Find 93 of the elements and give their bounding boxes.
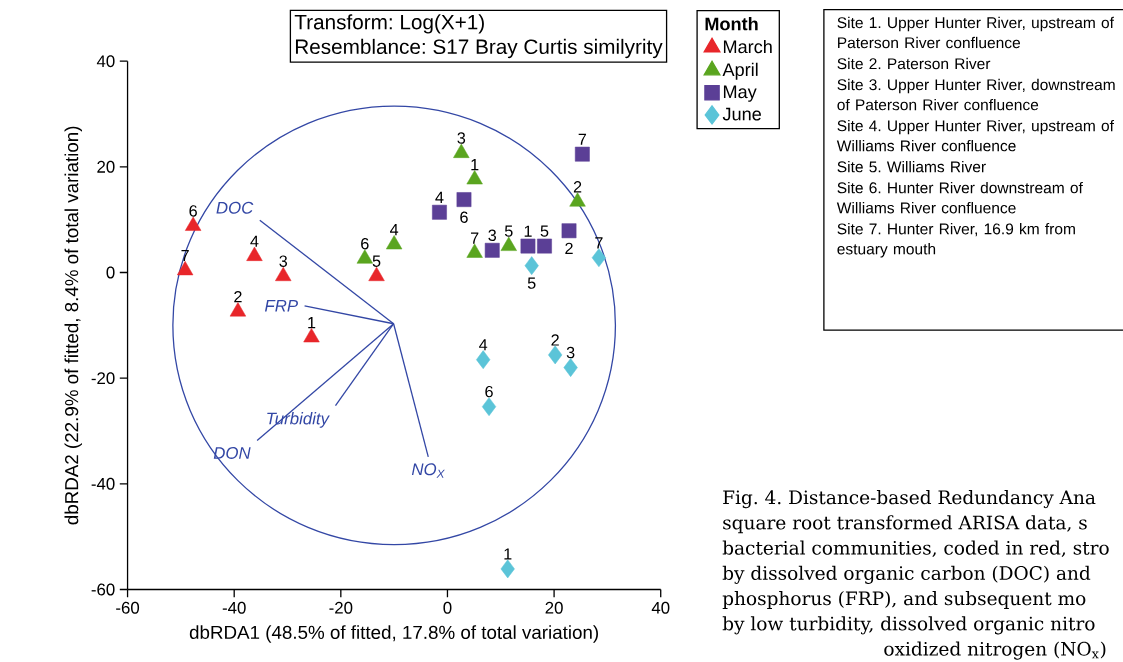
point: [574, 146, 590, 162]
text: Site 5. Williams River: [837, 160, 986, 173]
annotation: 5: [527, 277, 536, 289]
legend-label: March: [723, 39, 772, 54]
annotation: 7: [578, 133, 587, 145]
point: [303, 328, 320, 343]
annotation: 4: [435, 191, 444, 203]
point: [548, 345, 563, 365]
point: [275, 266, 292, 281]
annotation: 6: [361, 237, 369, 250]
annotation: 6: [189, 205, 197, 217]
point: [524, 256, 539, 275]
annotation: 4: [390, 223, 399, 236]
legend-label: May: [723, 85, 757, 102]
point: [246, 246, 263, 261]
annotation: 3: [566, 346, 575, 359]
annotation: 2: [234, 290, 242, 303]
point: [185, 216, 202, 231]
x-tick-label: 20: [545, 601, 563, 614]
annotation: 5: [372, 255, 381, 267]
x-tick-label: -20: [329, 601, 353, 614]
y-tick-label: -60: [91, 583, 115, 596]
annotation: 1: [308, 316, 316, 328]
annotation: 2: [551, 334, 559, 346]
legend-title: Month: [705, 16, 758, 31]
text: bacterial communities, coded in red, stro: [722, 540, 1109, 557]
point: [537, 238, 552, 254]
text: Site 7. Hunter River, 16.9 km from estuary mouth: [837, 222, 1075, 258]
text: Site 6. Hunter River downstream of Williams River confluence: [836, 181, 1083, 214]
series-label: NO$_{X}$: [411, 463, 445, 478]
y-tick-label: -40: [91, 477, 115, 490]
text: square root transformed ARISA data, s: [723, 515, 1087, 533]
y-axis-title: dbRDA2 (22.9% of fitted, 8.4% of total variation): [64, 126, 83, 525]
text: oxidized nitrogen (NO$_{x}$): [884, 641, 1106, 660]
point: [453, 143, 470, 158]
point: [484, 242, 500, 258]
caption: Fig. 4. Distance-based Redundancy Ana: [723, 489, 1096, 508]
series-label: FRP: [264, 299, 298, 312]
point: [476, 350, 491, 369]
annotation: 1: [504, 548, 512, 560]
point: [520, 238, 536, 254]
text: Resemblance: S17 Bray Curtis similyrity: [295, 38, 663, 58]
x-tick-label: 40: [651, 601, 670, 614]
annotation: 4: [479, 339, 488, 351]
y-tick-label: 0: [106, 266, 115, 279]
point: [563, 358, 578, 377]
annotation: 4: [250, 235, 259, 247]
annotation: 6: [460, 211, 468, 223]
annotation: 3: [488, 229, 497, 241]
annotation: 2: [573, 180, 582, 193]
point: [456, 192, 472, 207]
y-tick-label: 20: [97, 160, 115, 173]
annotation: 3: [457, 132, 466, 144]
text: Site 1. Upper Hunter River, upstream of Paterson River confluence: [837, 16, 1114, 49]
point: [500, 559, 515, 579]
x-axis-title: dbRDA1 (48.5% of fitted, 17.8% of total variation): [189, 625, 598, 643]
legend-label: June: [722, 107, 761, 121]
point: [356, 249, 373, 264]
point: [432, 204, 447, 220]
point: [177, 260, 194, 276]
point: [500, 236, 517, 251]
text: phosphorus (FRP), and subsequent mo: [722, 590, 1086, 609]
text: Site 4. Upper Hunter River, upstream of Williams River confluence: [836, 119, 1114, 152]
annotation: 2: [565, 242, 573, 254]
series-label: DON: [213, 446, 251, 459]
legend-label: April: [722, 62, 758, 80]
annotation: 1: [524, 225, 532, 237]
annotation: 3: [279, 255, 288, 267]
point: [229, 302, 247, 317]
point: [561, 223, 577, 238]
point: [368, 266, 385, 281]
annotation: 1: [471, 158, 479, 171]
text: Site 3. Upper Hunter River, downstream of Paterson River confluence: [837, 78, 1115, 111]
annotation: 6: [485, 385, 493, 398]
text: Transform: Log(X+1): [294, 14, 484, 34]
annotation: 7: [470, 232, 479, 244]
point: [481, 397, 497, 416]
point: [466, 243, 483, 258]
series-label: DOC: [216, 201, 254, 214]
annotation: 5: [540, 225, 549, 237]
x-tick-label: -40: [222, 601, 246, 614]
point: [466, 170, 483, 185]
x-tick-label: 0: [443, 601, 452, 614]
point: [569, 192, 586, 207]
text: by dissolved organic carbon (DOC) and: [722, 565, 1091, 584]
text: Site 2. Paterson River: [837, 57, 991, 70]
x-tick-label: -60: [116, 601, 140, 614]
y-tick-label: -20: [91, 372, 115, 384]
point: [591, 248, 606, 267]
annotation: 5: [504, 225, 513, 237]
text: by low turbidity, dissolved organic nitro: [722, 616, 1095, 635]
point: [386, 235, 403, 250]
y-tick-label: 40: [96, 55, 115, 67]
